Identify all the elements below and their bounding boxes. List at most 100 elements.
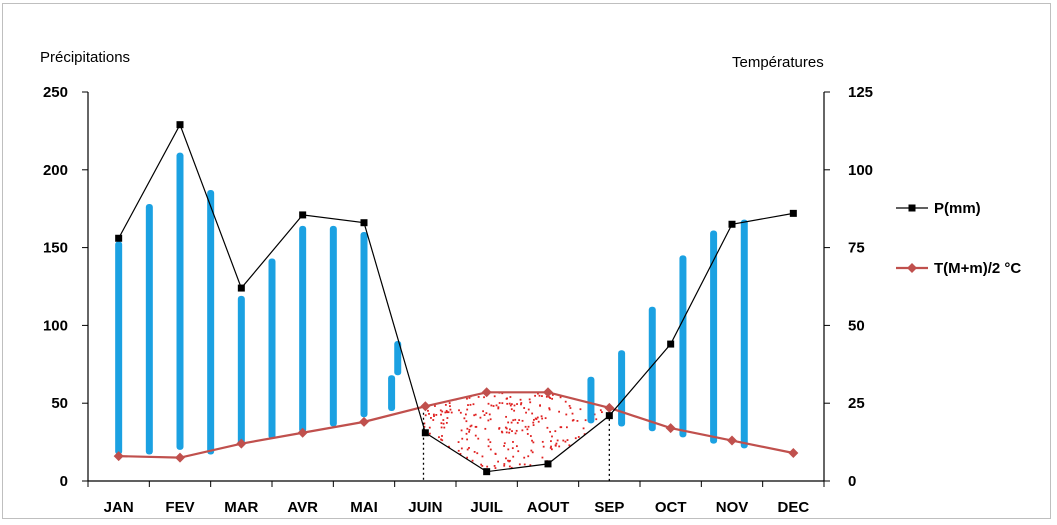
dry-dot <box>519 398 522 401</box>
dry-dot <box>485 412 488 415</box>
dry-dot <box>568 404 571 407</box>
dry-dot <box>505 389 507 391</box>
dry-dot <box>509 459 511 462</box>
dry-dot <box>569 464 572 467</box>
dry-dot <box>435 393 438 396</box>
dry-dot <box>468 428 471 431</box>
x-tick-label: MAR <box>224 499 258 516</box>
dry-dot <box>518 419 521 422</box>
dry-dot <box>573 451 576 453</box>
dry-dot <box>427 409 429 412</box>
dry-dot <box>438 436 440 439</box>
dry-dot <box>600 461 603 463</box>
dry-dot <box>550 440 552 443</box>
x-tick-label: JUIN <box>408 499 442 516</box>
dry-dot <box>560 426 563 429</box>
dry-dot <box>551 394 554 396</box>
dry-dot <box>599 409 602 412</box>
dry-dot <box>445 409 448 412</box>
dry-dot <box>448 455 451 458</box>
dry-dot <box>465 432 468 435</box>
dry-dot <box>520 403 522 406</box>
rain-bar <box>299 225 307 433</box>
dry-dot <box>602 460 604 463</box>
dry-dot <box>440 471 442 472</box>
dry-dot <box>537 420 540 423</box>
dry-dot <box>585 456 588 458</box>
x-tick-label: MAI <box>350 499 378 516</box>
dry-dot <box>482 410 484 413</box>
right-tick-label: 50 <box>848 317 865 334</box>
dry-dot <box>492 405 495 407</box>
dry-dot <box>445 458 448 460</box>
dry-dot <box>466 427 469 430</box>
dry-dot <box>529 464 532 467</box>
dry-dot <box>545 395 548 398</box>
dry-dot <box>497 407 500 410</box>
x-tick-label: OCT <box>655 499 687 516</box>
rain-bar <box>145 204 153 455</box>
dry-dot <box>455 470 457 472</box>
dry-dot <box>479 416 482 419</box>
dry-dot <box>434 405 436 407</box>
dry-dot <box>602 436 605 439</box>
dry-dot <box>500 430 503 433</box>
dry-dot <box>571 419 574 422</box>
rain-bar <box>237 295 245 446</box>
dry-dot <box>532 441 535 444</box>
dry-dot <box>577 448 579 451</box>
dry-dot <box>507 459 509 462</box>
dry-dot <box>428 436 431 439</box>
dry-dot <box>455 382 457 384</box>
dry-dot <box>457 449 460 452</box>
dry-dot <box>564 440 567 443</box>
dry-dot <box>466 438 469 441</box>
left-tick-label: 250 <box>43 84 68 101</box>
dry-dot <box>466 448 469 451</box>
dry-dot <box>533 418 535 421</box>
dry-dot <box>445 462 448 465</box>
dry-dot <box>534 394 536 397</box>
x-tick-label: SEP <box>594 499 624 516</box>
dry-dot <box>603 462 606 465</box>
dry-dot <box>444 403 447 406</box>
dry-dot <box>469 403 472 406</box>
dry-dot <box>464 413 467 416</box>
dry-dot <box>605 470 607 472</box>
dry-dot <box>607 392 610 395</box>
dry-dot <box>489 441 492 444</box>
dry-dot <box>550 448 553 451</box>
legend-marker-precipitation <box>908 204 916 212</box>
dry-dot <box>495 404 498 407</box>
dry-dot <box>507 448 510 451</box>
dry-dot <box>581 462 584 464</box>
dry-dot <box>587 436 590 439</box>
dry-dot <box>595 418 598 421</box>
rain-bar <box>115 241 123 455</box>
dry-dot <box>505 415 507 418</box>
dry-dot <box>532 468 535 471</box>
x-tick-label: NOV <box>716 499 749 516</box>
dry-dot <box>538 388 540 390</box>
dry-dot <box>449 449 452 452</box>
dry-dot <box>580 395 583 397</box>
temperature-point <box>236 438 247 449</box>
rain-bar <box>618 350 626 427</box>
dry-dot <box>534 417 537 420</box>
dry-dot <box>454 382 456 384</box>
dry-dot <box>578 449 581 452</box>
dry-dot <box>548 396 551 399</box>
dry-dot <box>511 447 514 450</box>
dry-dot <box>481 455 484 458</box>
dry-dot <box>447 411 450 414</box>
dry-dot <box>485 384 487 386</box>
dry-dot <box>439 409 442 412</box>
dry-dot <box>474 465 477 468</box>
dry-dot <box>449 405 451 408</box>
dry-dot <box>559 396 562 399</box>
dry-dot <box>473 468 475 470</box>
dry-dot <box>436 396 439 399</box>
dry-dot <box>577 470 580 472</box>
dry-dot <box>591 443 594 445</box>
rain-bar <box>710 230 718 444</box>
